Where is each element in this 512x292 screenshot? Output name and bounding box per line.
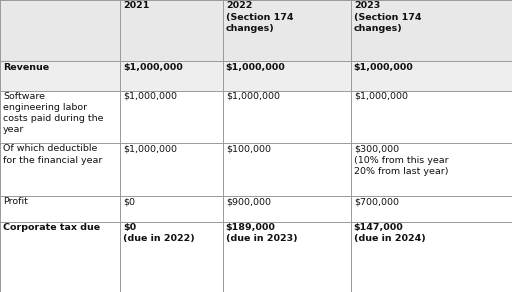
Text: $147,000
(due in 2024): $147,000 (due in 2024) <box>354 223 425 244</box>
Text: 2022
(Section 174
changes): 2022 (Section 174 changes) <box>226 1 293 33</box>
Bar <box>223 143 351 196</box>
Text: $1,000,000: $1,000,000 <box>226 92 280 101</box>
Text: Software
engineering labor
costs paid during the
year: Software engineering labor costs paid du… <box>3 92 103 134</box>
Bar <box>351 61 512 91</box>
Text: $100,000: $100,000 <box>226 145 271 154</box>
Bar <box>223 61 351 91</box>
Text: 2021: 2021 <box>123 1 150 11</box>
Bar <box>0 222 120 292</box>
Bar <box>120 91 223 143</box>
Bar <box>120 143 223 196</box>
Text: $1,000,000: $1,000,000 <box>123 63 183 72</box>
Text: Corporate tax due: Corporate tax due <box>3 223 100 232</box>
Bar <box>223 0 351 61</box>
Bar <box>351 222 512 292</box>
Bar <box>0 143 120 196</box>
Text: 2023
(Section 174
changes): 2023 (Section 174 changes) <box>354 1 421 33</box>
Bar <box>351 196 512 222</box>
Bar <box>120 0 223 61</box>
Bar <box>120 61 223 91</box>
Bar <box>120 196 223 222</box>
Bar <box>120 222 223 292</box>
Text: $1,000,000: $1,000,000 <box>354 63 414 72</box>
Bar <box>351 0 512 61</box>
Bar <box>223 91 351 143</box>
Text: $1,000,000: $1,000,000 <box>123 92 177 101</box>
Bar <box>0 91 120 143</box>
Text: $900,000: $900,000 <box>226 197 271 206</box>
Text: $1,000,000: $1,000,000 <box>354 92 408 101</box>
Text: $1,000,000: $1,000,000 <box>123 145 177 154</box>
Text: $300,000
(10% from this year
20% from last year): $300,000 (10% from this year 20% from la… <box>354 145 449 176</box>
Bar <box>351 91 512 143</box>
Text: $700,000: $700,000 <box>354 197 399 206</box>
Bar <box>351 143 512 196</box>
Bar <box>0 61 120 91</box>
Text: $0: $0 <box>123 197 135 206</box>
Text: Revenue: Revenue <box>3 63 49 72</box>
Text: $189,000
(due in 2023): $189,000 (due in 2023) <box>226 223 297 244</box>
Bar <box>0 196 120 222</box>
Text: $0
(due in 2022): $0 (due in 2022) <box>123 223 195 244</box>
Bar <box>223 196 351 222</box>
Bar <box>223 222 351 292</box>
Bar <box>0 0 120 61</box>
Text: Profit: Profit <box>3 197 28 206</box>
Text: $1,000,000: $1,000,000 <box>226 63 286 72</box>
Text: Of which deductible
for the financial year: Of which deductible for the financial ye… <box>3 145 102 165</box>
